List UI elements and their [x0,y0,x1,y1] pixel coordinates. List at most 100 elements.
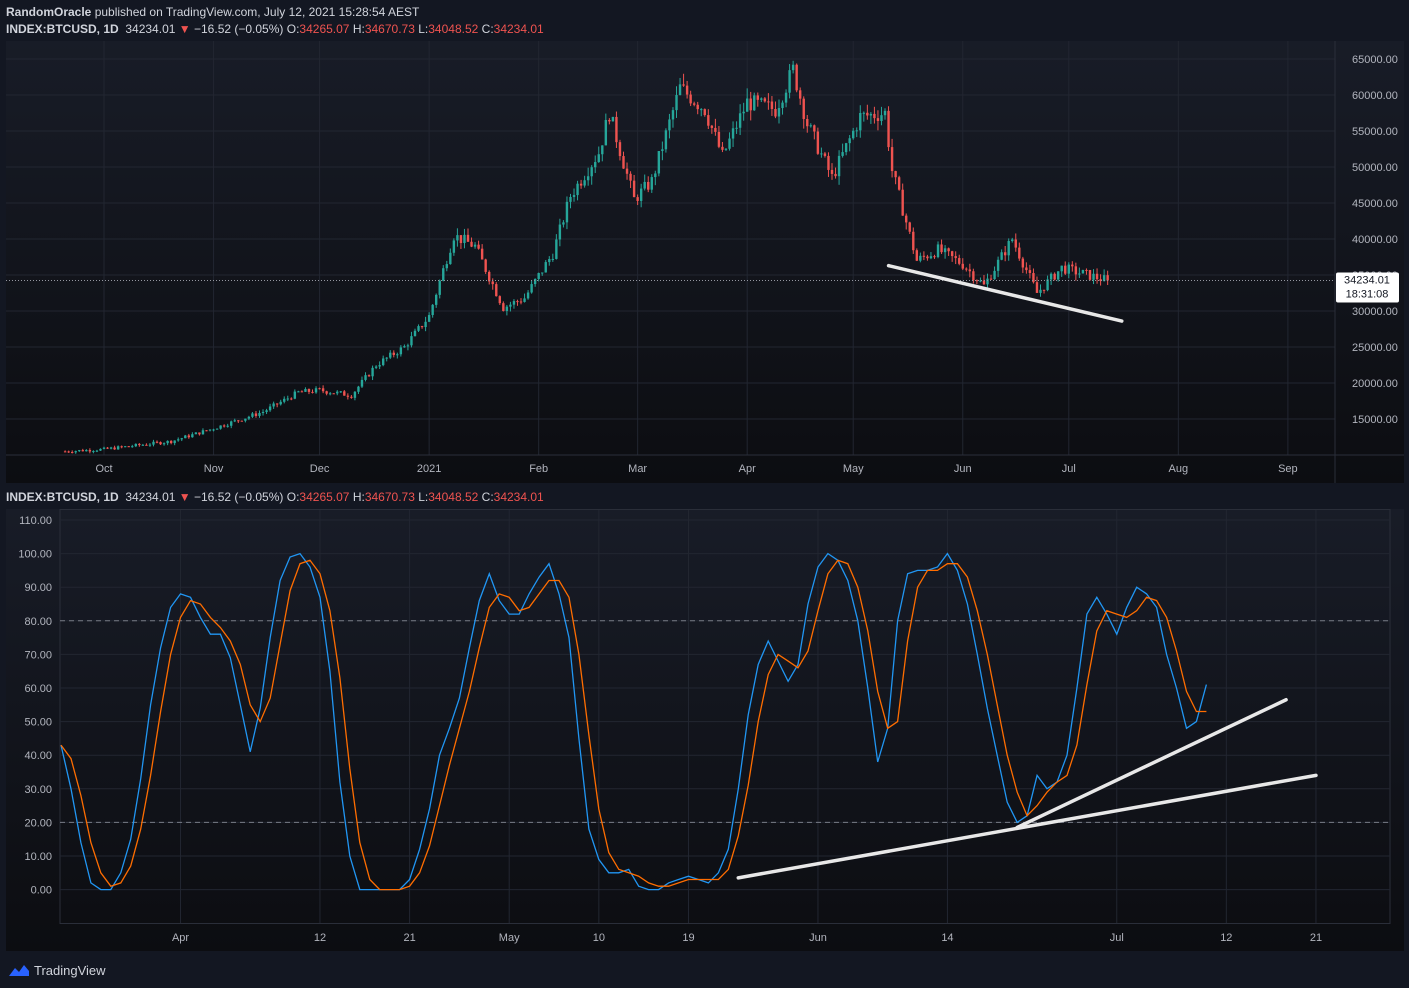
candle-body [1056,271,1060,280]
candle-body [1014,239,1017,248]
stochastic-chart[interactable]: Apr1221May1019Jun14Jul1221Aug110.00100.0… [6,509,1404,951]
candle-body [731,128,735,139]
candle-body [445,264,448,269]
candle-body [378,365,381,367]
candle-body [353,391,357,398]
open-value-2: 34265.07 [299,490,350,504]
candle-body [576,183,579,196]
indicator-frame [59,509,1391,924]
candle-body [364,375,367,380]
x-tick-label: Jul [1110,932,1124,944]
candle-body [594,162,597,168]
open-label: O: [286,22,300,36]
candle-body [261,412,265,414]
candle-body [226,425,229,427]
candle-body [389,352,392,358]
candle-body [703,109,706,116]
y-tick-label: 0.00 [31,885,52,897]
candle-body [569,196,572,202]
candle-body [876,118,880,121]
x-tick-label: Dec [310,463,330,475]
candle-body [993,270,996,280]
tradingview-footer[interactable]: TradingView [8,960,106,980]
trendline [886,263,1124,323]
candle-body [498,296,502,304]
candle-body [1042,289,1046,291]
candle-body [813,125,816,132]
candle-body [954,256,957,259]
candle-body [381,358,385,366]
candle-body [268,406,272,411]
y-tick-label: 30000.00 [1352,306,1398,318]
candle-body [222,425,226,427]
candle-body [943,248,947,253]
candle-body [618,142,622,157]
high-label-2: H: [352,490,365,504]
symbol-label-2[interactable]: INDEX:BTCUSD, 1D [6,490,119,504]
candle-body [336,391,339,394]
x-tick-label: Jul [1062,463,1076,475]
candle-body [551,258,555,260]
close-value-2: 34234.01 [493,490,544,504]
candle-body [738,113,742,128]
stochastic-panel[interactable]: Apr1221May1019Jun14Jul1221Aug110.00100.0… [6,509,1404,951]
candle-body [314,388,318,393]
candle-body [848,138,851,144]
candle-body [636,197,639,201]
y-tick-label: 55000.00 [1352,126,1398,138]
y-tick-label: 45000.00 [1352,198,1398,210]
candle-body [148,444,152,446]
publish-text: published on TradingView.com, July 12, 2… [94,5,420,19]
candle-body [198,432,201,435]
candle-body [477,244,480,249]
price-chart[interactable]: Oct Nov Dec 2021 Feb Mar Apr May Jun Jul Aug Sep 150… [6,41,1404,483]
candle-body [187,435,191,438]
candle-body [205,430,208,432]
candle-body [919,255,922,261]
candle-body [982,280,986,285]
candle-body [979,280,982,282]
x-tick-label: 12 [314,932,326,944]
candle-body [374,366,378,368]
x-tick-label: Sep [1278,463,1298,475]
candle-body [99,448,102,451]
candle-body [1095,273,1099,280]
symbol-label[interactable]: INDEX:BTCUSD, 1D [6,22,119,36]
candle-body [258,412,261,416]
x-tick-label: 21 [403,932,415,944]
candle-body [162,443,166,445]
candle-body [1028,270,1032,274]
candle-body [1018,247,1021,259]
price-chart-panel[interactable]: Oct Nov Dec 2021 Feb Mar Apr May Jun Jul Aug Sep 150… [6,41,1404,483]
candle-body [820,153,823,155]
candle-body [749,98,752,111]
candle-body [230,421,233,426]
candle-body [562,222,565,225]
x-tick-label: Apr [739,463,756,475]
candle-body [696,104,699,110]
candle-body [456,235,459,241]
candle-body [159,442,162,445]
candle-body [996,259,1000,271]
candles [63,60,1109,454]
d-line [60,559,1207,891]
k-line [60,552,1208,891]
candle-body [403,346,406,348]
candle-body [201,430,205,435]
candle-body [745,98,749,112]
candle-body [502,303,505,311]
candle-body [78,450,81,452]
candle-body [420,326,424,328]
candle-body [1003,252,1007,256]
candle-body [837,155,841,177]
candle-body [385,357,388,359]
trendline [736,773,1318,880]
candle-body [392,352,395,355]
candle-body [809,125,812,127]
candle-body [254,413,258,416]
author-name[interactable]: RandomOracle [6,5,92,19]
price-tag [1336,272,1399,303]
candle-body [491,281,494,285]
candle-body [841,152,844,156]
candle-body [442,268,445,281]
